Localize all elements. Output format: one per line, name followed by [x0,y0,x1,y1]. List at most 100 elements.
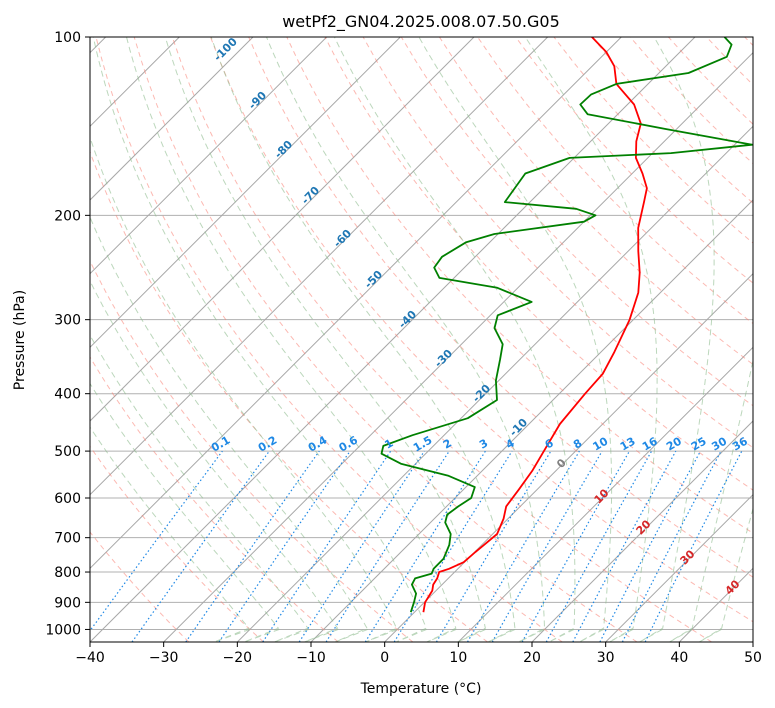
dry-adiabat [744,37,753,47]
x-tick-label: 10 [449,650,467,666]
isotherm-label: -50 [362,268,385,291]
isotherm-line [90,37,254,201]
dry-adiabat [706,37,753,86]
mixing-ratio-line [599,450,702,642]
dry-adiabat [95,37,563,642]
mixing-ratio-line [298,450,425,642]
dry-adiabat [171,37,712,642]
isotherm-line [531,420,753,642]
dry-adiabat [133,37,638,642]
isotherm-label: -60 [331,227,354,250]
mixing-ratio-line [545,450,653,642]
y-tick-label: 200 [54,208,81,224]
dry-adiabat [210,37,753,623]
dry-adiabat [248,37,753,578]
isotherm-line [90,37,475,422]
moist-adiabat [669,358,753,642]
series-layer [380,37,753,613]
moist-adiabat [90,279,339,642]
mixing-ratio-line [435,450,552,642]
x-tick-label: −10 [296,650,326,666]
x-tick-label: −30 [149,650,179,666]
isotherm-line [605,493,753,642]
isotherm-line [90,37,696,642]
mixing-ratio-line [218,450,351,642]
isotherm-label: -30 [432,347,455,370]
isotherm-label: -20 [470,382,493,405]
grid-layer [90,37,753,642]
x-axis-label: Temperature (°C) [360,681,482,697]
chart-title: wetPf2_GN04.2025.008.07.50.G05 [282,12,560,32]
isotherm-label: -80 [272,138,295,161]
isotherm-line [678,567,753,642]
isotherm-line [90,37,622,570]
dewpoint-profile [380,37,753,613]
dry-adiabat [90,356,339,642]
y-tick-label: 700 [54,531,81,547]
x-tick-label: 40 [670,650,688,666]
moist-adiabat [639,37,715,642]
label-layer: -100-90-80-70-60-50-40-30-20-100.1 0.2 0.4… [209,35,750,598]
moist-adiabat [164,37,486,642]
moist-adiabat [126,37,457,642]
y-tick-label: 600 [54,491,81,507]
mixing-ratio-line [393,450,513,642]
x-tick-label: −20 [223,650,253,666]
mixing-ratio-line [131,450,270,642]
y-tick-label: 400 [54,387,81,403]
isotherm-line [384,272,753,642]
y-tick-label: 800 [54,565,81,581]
moist-adiabat [90,135,398,642]
dry-adiabat [438,37,753,366]
mixing-ratio-line [185,450,320,642]
dry-adiabat [515,37,753,284]
isotherm-line [236,125,753,642]
wet-bulb-label: 40 [723,577,743,597]
wet-bulb-label: 20 [634,517,654,537]
mixing-ratio-line [364,450,486,642]
moist-adiabat [90,334,309,642]
dry-adiabat [90,445,264,642]
dry-adiabat [90,531,190,642]
dry-adiabat [400,37,753,407]
mixing-ratio-line [262,450,392,642]
x-tick-label: −40 [75,650,105,666]
isotherm-line [90,37,401,349]
dry-adiabat [286,37,753,534]
moist-adiabat [90,215,368,642]
mixing-ratio-line [325,450,450,642]
y-tick-label: 1000 [45,622,81,638]
y-axis-label: Pressure (hPa) [12,290,28,390]
x-tick-label: 20 [523,650,541,666]
moist-adiabat [418,37,613,642]
temperature-profile [422,37,648,613]
dry-adiabat [90,150,488,642]
isotherm-line [90,37,328,275]
moist-adiabat [524,37,658,642]
isotherm-label: -40 [396,308,419,331]
moist-adiabat [90,382,280,642]
isotherm-line [163,51,753,642]
y-tick-label: 300 [54,313,81,329]
mixing-ratio-line [521,450,631,642]
dry-adiabat [477,37,753,325]
isotherm-label: -10 [507,416,530,439]
x-tick-label: 50 [744,650,762,666]
moist-adiabat [266,37,545,642]
wet-bulb-label: 30 [678,547,698,567]
mixing-ratio-line [572,450,677,642]
wet-bulb-label: 10 [592,486,612,506]
moist-adiabat [698,506,753,642]
moist-adiabat [210,37,516,642]
moist-adiabat [90,426,251,642]
x-tick-label: 30 [597,650,615,666]
mixing-ratio-line [90,450,223,632]
isotherm-label: -100 [211,35,240,64]
axis-layer: −40 −30 −20 −10 0 10 20 30 40 50 100 200 300 400 500 60… [45,30,762,666]
plot-frame [89,36,754,643]
y-tick-label: 100 [54,30,81,46]
moist-adiabat [92,37,427,642]
dry-adiabat [90,259,414,642]
isotherm-line [310,199,753,642]
